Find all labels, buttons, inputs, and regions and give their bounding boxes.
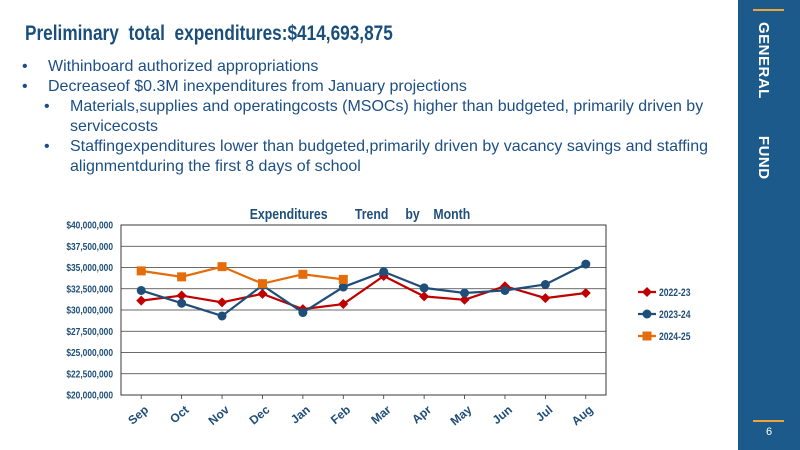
x-tick-label: Mar <box>368 402 394 427</box>
data-point <box>419 283 429 293</box>
y-tick-label: $20,000,000 <box>66 390 113 402</box>
series-2024-25 <box>136 262 348 289</box>
sidebar: GENERAL FUND 6 <box>738 0 800 450</box>
chart-title: Expenditures Trend by Month <box>250 206 471 222</box>
data-point <box>379 267 389 277</box>
data-point <box>642 331 652 341</box>
legend-label: 2024-25 <box>659 331 691 343</box>
data-point <box>298 269 308 279</box>
series-line <box>140 263 587 318</box>
data-point <box>298 308 308 318</box>
expenditures-chart: Expenditures Trend by Month $20,000,000$… <box>66 206 691 429</box>
data-point <box>176 290 187 301</box>
x-axis: Sep Oct Nov Dec Jan Feb Mar Apr May Jun Jul Aug <box>125 395 596 429</box>
sub-bullet-item: • Materials,supplies and operatingcosts (… <box>22 97 722 137</box>
y-tick-label: $32,500,000 <box>66 283 113 295</box>
bullet-text: Staffingexpenditures lower than budgeted… <box>70 138 709 175</box>
data-point <box>177 298 187 308</box>
bullet-dot: • <box>44 98 50 115</box>
x-tick-label: May <box>448 402 475 428</box>
bullet-dot: • <box>22 58 28 75</box>
y-tick-label: $30,000,000 <box>66 305 113 317</box>
data-point <box>136 266 146 276</box>
x-tick-label: Jun <box>490 403 515 427</box>
y-axis: $20,000,000 $22,500,000 $25,000,000 $27,500… <box>66 220 113 402</box>
bullet-text: Materials,supplies and operatingcosts (M… <box>70 98 704 135</box>
x-tick-label: Sep <box>125 403 151 428</box>
x-tick-label: Dec <box>247 402 273 427</box>
bullet-dot: • <box>22 78 28 95</box>
section-label: GENERAL FUND <box>755 22 783 180</box>
bullet-item: • Withinboard authorized appropriations <box>22 57 722 77</box>
y-tick-label: $22,500,000 <box>66 368 113 380</box>
bullet-dot: • <box>44 138 50 155</box>
data-point <box>136 295 147 306</box>
y-tick-label: $25,000,000 <box>66 347 113 359</box>
data-point <box>217 262 227 272</box>
bullet-text: Decreaseof $0.3M inexpenditures from Jan… <box>48 78 467 95</box>
data-point <box>460 288 470 298</box>
data-point <box>338 299 349 310</box>
y-tick-label: $35,000,000 <box>66 262 113 274</box>
legend-item: 2024-25 <box>638 331 691 343</box>
data-point <box>217 297 228 308</box>
x-tick-label: Oct <box>167 403 191 427</box>
series-line <box>141 274 586 311</box>
data-point <box>581 259 591 269</box>
data-point <box>580 288 591 298</box>
data-point <box>177 272 187 282</box>
accent-line-bottom <box>753 420 784 422</box>
section-label-text: GENERAL FUND <box>755 22 772 180</box>
x-tick-label: Aug <box>569 403 596 429</box>
data-point <box>540 280 550 289</box>
data-point <box>217 311 227 321</box>
slide-title: Preliminary total expenditures:$414,693,… <box>25 22 393 45</box>
data-point <box>338 282 348 292</box>
legend-label: 2023-24 <box>659 309 691 321</box>
x-tick-label: Jan <box>288 403 313 427</box>
bullet-text: Withinboard authorized appropriations <box>48 58 319 75</box>
y-tick-label: $37,500,000 <box>66 241 113 253</box>
legend: 2022-23 2023-24 2024-25 <box>638 287 691 343</box>
series-line <box>141 265 344 285</box>
series-group <box>136 259 591 321</box>
series-2023-24 <box>136 259 591 321</box>
data-point <box>257 279 267 289</box>
page-number: 6 <box>765 426 773 438</box>
bullet-list: • Withinboard authorized appropriations •… <box>22 57 722 177</box>
legend-label: 2022-23 <box>659 287 691 299</box>
x-tick-label: Feb <box>328 403 353 427</box>
sub-bullet-item: • Staffingexpenditures lower than budgete… <box>22 137 722 177</box>
data-point <box>642 309 652 319</box>
x-tick-label: Apr <box>409 402 434 426</box>
legend-item: 2022-23 <box>638 287 691 299</box>
x-tick-label: Nov <box>206 402 233 428</box>
y-tick-label: $27,500,000 <box>66 326 113 338</box>
data-point <box>338 274 348 284</box>
data-point <box>540 293 551 304</box>
data-point <box>419 291 430 302</box>
data-point <box>136 285 146 295</box>
data-point <box>500 285 510 295</box>
y-tick-label: $40,000,000 <box>66 220 113 232</box>
data-point <box>642 287 652 297</box>
x-tick-label: Jul <box>533 403 555 425</box>
data-point <box>459 294 470 305</box>
data-point <box>257 288 268 299</box>
bullet-item: • Decreaseof $0.3M inexpenditures from Ja… <box>22 77 722 97</box>
series-2022-23 <box>136 271 591 315</box>
accent-line-top <box>753 9 784 11</box>
legend-item: 2023-24 <box>638 309 691 321</box>
